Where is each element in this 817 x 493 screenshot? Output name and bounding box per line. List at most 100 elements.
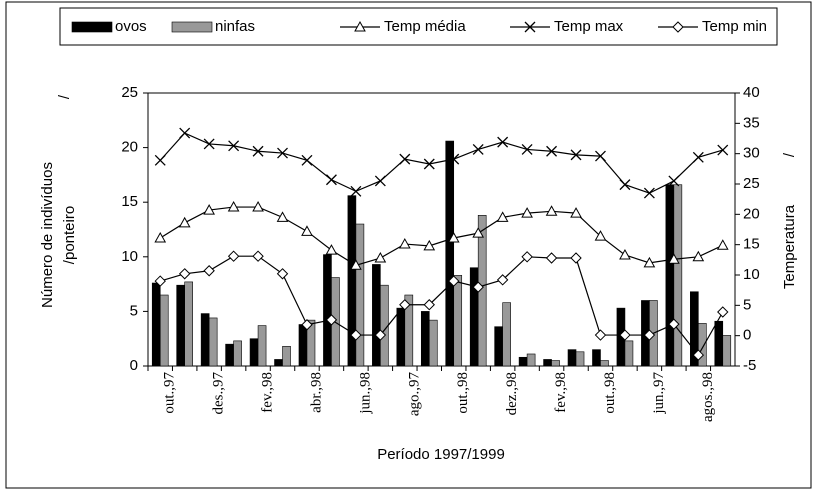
bar <box>396 307 406 367</box>
marker <box>717 144 729 156</box>
bar <box>257 325 267 367</box>
marker <box>228 140 240 152</box>
bar <box>543 359 552 367</box>
marker <box>692 151 704 163</box>
bar <box>428 319 438 367</box>
marker <box>472 143 484 155</box>
bar <box>592 349 601 367</box>
bar <box>502 302 511 367</box>
marker <box>668 175 680 187</box>
y2-axis-title: Temperatura <box>781 204 798 289</box>
marker <box>227 201 240 212</box>
bar <box>176 284 185 367</box>
bar <box>323 254 332 367</box>
y-tick-label: 20 <box>121 139 138 156</box>
marker <box>227 250 240 262</box>
marker <box>423 158 435 170</box>
marker <box>276 268 289 280</box>
marker <box>496 211 509 222</box>
bar <box>208 317 218 367</box>
marker <box>276 211 289 222</box>
y2-tick-label: 35 <box>743 114 760 131</box>
x-tick-label: agos.,98 <box>700 372 716 422</box>
annotation: / <box>781 152 798 157</box>
bar <box>673 184 683 367</box>
x-axis-title: Período 1997/1999 <box>377 446 505 463</box>
bar <box>282 346 291 367</box>
marker <box>472 227 485 238</box>
marker <box>399 299 411 311</box>
y-axis-title: Número de indivíduos <box>39 162 56 308</box>
x-tick-label: des.,97 <box>211 372 227 415</box>
marker <box>643 187 655 199</box>
marker <box>301 319 313 331</box>
bar <box>665 184 675 367</box>
y-tick-label: 0 <box>130 357 138 374</box>
marker <box>179 127 191 139</box>
bar <box>518 356 528 367</box>
bar <box>698 323 707 367</box>
marker <box>619 179 631 191</box>
marker <box>521 251 533 263</box>
bar <box>526 353 536 367</box>
marker <box>423 239 436 251</box>
bar <box>184 281 193 367</box>
y2-tick-label: 10 <box>743 266 760 283</box>
bar <box>347 195 357 367</box>
marker <box>154 154 166 166</box>
marker <box>350 329 362 341</box>
line <box>159 132 723 194</box>
marker <box>448 153 460 165</box>
marker <box>472 281 484 293</box>
marker <box>301 225 313 236</box>
y2-tick-label: 0 <box>743 327 751 344</box>
marker <box>423 299 435 311</box>
marker <box>716 239 729 250</box>
bar <box>404 294 414 367</box>
marker <box>595 150 606 162</box>
marker <box>350 185 362 197</box>
line <box>160 255 724 357</box>
legend-label: Temp média <box>384 18 466 35</box>
marker <box>203 265 215 277</box>
marker <box>717 306 729 318</box>
bar <box>714 320 724 367</box>
marker <box>252 201 264 212</box>
marker <box>570 252 582 264</box>
bar <box>274 359 283 367</box>
legend-swatch <box>71 21 113 33</box>
marker <box>301 154 313 166</box>
x-tick-label: out.,98 <box>602 372 618 414</box>
legend-label: ovos <box>115 18 147 35</box>
bar <box>453 275 463 367</box>
marker <box>668 253 680 264</box>
marker <box>203 204 215 215</box>
marker <box>594 329 607 341</box>
x-tick-label: fev.,98 <box>553 372 569 413</box>
marker <box>178 268 191 280</box>
marker <box>325 244 338 255</box>
bar <box>624 340 634 367</box>
marker <box>521 207 533 218</box>
marker <box>399 153 411 165</box>
marker <box>643 329 656 341</box>
marker <box>594 230 607 241</box>
marker <box>350 259 362 270</box>
chart-border <box>5 1 812 489</box>
marker <box>521 143 533 155</box>
y-tick-label: 15 <box>121 193 138 210</box>
legend-label: Temp max <box>554 18 624 35</box>
bar <box>575 351 585 367</box>
bar <box>298 324 308 367</box>
marker <box>619 248 631 260</box>
x-tick-label: abr.,98 <box>308 372 324 413</box>
x-tick-label: jun.,98 <box>357 372 373 415</box>
bar <box>494 326 503 367</box>
y2-tick-label: 30 <box>743 145 760 162</box>
marker <box>668 318 680 330</box>
x-tick-label: dez.,98 <box>504 372 520 415</box>
marker <box>545 205 558 216</box>
bar <box>420 311 430 367</box>
y2-tick-label: 40 <box>743 84 760 101</box>
